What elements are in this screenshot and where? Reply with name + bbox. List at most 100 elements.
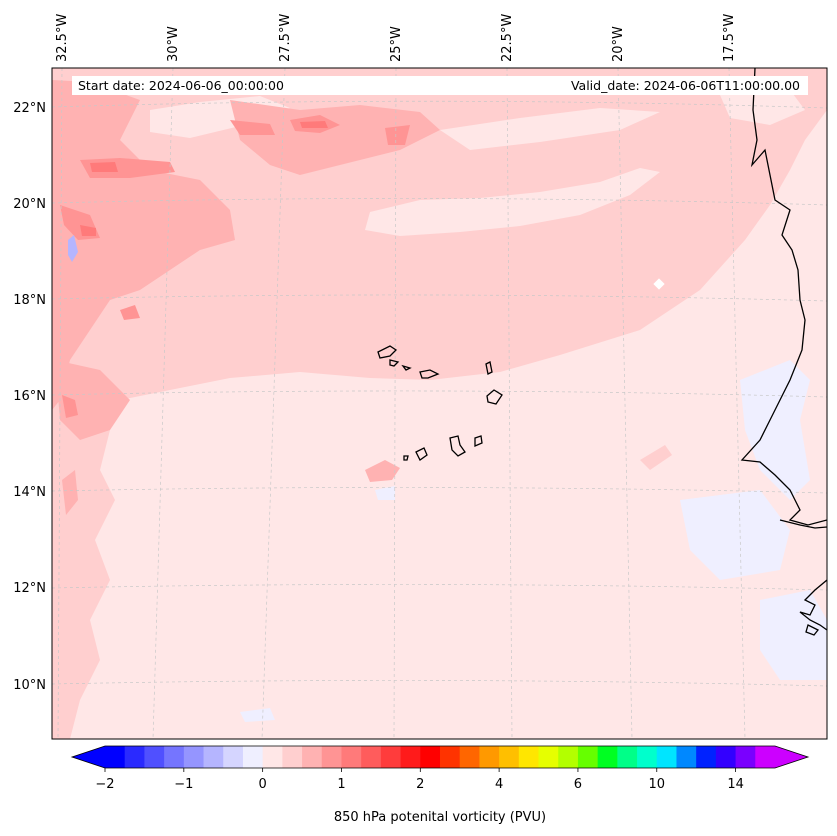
colorbar-tick-label: 14 bbox=[727, 777, 744, 792]
colorbar-swatch bbox=[164, 746, 185, 768]
pv-contour-light-band-3 bbox=[440, 108, 660, 150]
colorbar-swatch bbox=[242, 746, 264, 768]
pv-contour-negative-southeast-2 bbox=[760, 590, 827, 680]
lat-label-10n: 10°N bbox=[13, 678, 46, 693]
colorbar-swatch bbox=[282, 746, 303, 768]
lon-label-25w: 25°W bbox=[389, 26, 404, 62]
colorbar-tick-label: −1 bbox=[174, 777, 193, 792]
start-date-label: Start date: 2024-06-06_00:00:00 bbox=[78, 78, 284, 93]
pv-contour-1.0-streak-d bbox=[385, 125, 410, 145]
pv-contour-1.0-west-b bbox=[62, 395, 78, 418]
colorbar-swatch bbox=[459, 746, 481, 768]
gambia-coastline bbox=[779, 519, 827, 529]
lon-label-17.5w: 17.5°W bbox=[722, 14, 737, 62]
cape-verde-islands bbox=[377, 345, 503, 461]
colorbar-extend-low bbox=[72, 746, 105, 768]
longitude-labels: 32.5°W 30°W 27.5°W 25°W 22.5°W 20°W 17.5… bbox=[55, 14, 737, 62]
map-frame bbox=[51, 67, 828, 740]
pv-contour-1.5-core-c bbox=[80, 225, 96, 236]
colorbar-swatch bbox=[124, 746, 146, 768]
pv-contour-light-band bbox=[365, 168, 660, 236]
pv-contour-0.5-east-blob bbox=[640, 445, 672, 470]
island-maio bbox=[474, 435, 483, 447]
lat-label-12n: 12°N bbox=[13, 581, 46, 596]
colorbar-swatch bbox=[361, 746, 382, 768]
latitude-labels: 22°N 20°N 18°N 16°N 14°N 12°N 10°N bbox=[13, 101, 46, 693]
colorbar-swatch bbox=[696, 746, 717, 768]
pv-contour-0.5-west-blob-2 bbox=[62, 470, 78, 515]
lat-label-14n: 14°N bbox=[13, 485, 46, 500]
colorbar-swatch bbox=[183, 746, 205, 768]
colorbar-tick-label: 2 bbox=[416, 777, 424, 792]
lat-label-22n: 22°N bbox=[13, 101, 46, 116]
lon-label-32.5w: 32.5°W bbox=[55, 14, 70, 62]
island-boa-vista bbox=[486, 389, 503, 405]
lon-label-22.5w: 22.5°W bbox=[500, 14, 515, 62]
valid-date-label: Valid_date: 2024-06-06T11:00:00.00 bbox=[571, 78, 800, 93]
lat-label-16n: 16°N bbox=[13, 389, 46, 404]
colorbar-swatches bbox=[105, 746, 776, 768]
colorbar-swatch bbox=[597, 746, 618, 768]
guinea-bissau-island bbox=[805, 624, 820, 636]
island-brava bbox=[403, 455, 409, 461]
pv-contour-negative-south bbox=[240, 708, 275, 722]
colorbar-ticks: −2 −1 0 1 2 4 6 10 14 bbox=[95, 768, 744, 792]
colorbar-swatch bbox=[518, 746, 540, 768]
island-sao-nicolau bbox=[419, 369, 440, 379]
colorbar-swatch bbox=[380, 746, 402, 768]
island-santiago bbox=[449, 435, 466, 457]
colorbar-swatch bbox=[637, 746, 658, 768]
colorbar-swatch bbox=[321, 746, 343, 768]
colorbar-swatch bbox=[755, 746, 776, 768]
colorbar-swatch bbox=[715, 746, 737, 768]
pv-small-white-patch bbox=[653, 278, 665, 290]
info-box bbox=[72, 76, 808, 95]
island-sal bbox=[485, 361, 493, 375]
colorbar-swatch bbox=[262, 746, 283, 768]
guinea-bissau-coastline bbox=[799, 579, 827, 631]
colorbar-swatch bbox=[617, 746, 638, 768]
colorbar-tick-label: 1 bbox=[337, 777, 345, 792]
pv-contour-0.5-north-streak bbox=[230, 100, 440, 175]
colorbar-swatch bbox=[735, 746, 756, 768]
pv-contour-1.0-mid bbox=[120, 305, 140, 320]
pv-contour-negative-east bbox=[740, 360, 810, 500]
colorbar-swatch bbox=[499, 746, 520, 768]
colorbar-tick-label: 4 bbox=[495, 777, 503, 792]
colorbar-swatch bbox=[558, 746, 579, 768]
lat-label-18n: 18°N bbox=[13, 293, 46, 308]
pv-contour-negative-center bbox=[375, 486, 395, 500]
colorbar-tick-label: 6 bbox=[574, 777, 582, 792]
pv-contour-1.0-streak-b bbox=[230, 120, 275, 135]
lon-label-20w: 20°W bbox=[611, 26, 626, 62]
graticule bbox=[52, 68, 827, 739]
pv-contour-negative-southeast bbox=[680, 490, 790, 580]
colorbar-swatch bbox=[676, 746, 697, 768]
colorbar-swatch bbox=[105, 746, 126, 768]
lon-label-30w: 30°W bbox=[166, 26, 181, 62]
lat-label-20n: 20°N bbox=[13, 197, 46, 212]
colorbar-swatch bbox=[203, 746, 224, 768]
colorbar-swatch bbox=[420, 746, 441, 768]
west-africa-coastline bbox=[740, 68, 827, 526]
island-fogo bbox=[415, 447, 428, 461]
island-santa-luzia bbox=[401, 364, 412, 371]
colorbar-swatch bbox=[302, 746, 323, 768]
colorbar: −2 −1 0 1 2 4 6 10 14 850 hPa potenital vorticit… bbox=[70, 745, 810, 825]
colorbar-swatch bbox=[538, 746, 559, 768]
island-santo-antao bbox=[377, 345, 398, 359]
colorbar-label: 850 hPa potenital vorticity (PVU) bbox=[334, 810, 546, 825]
colorbar-swatch bbox=[577, 746, 599, 768]
pv-contour-0.5-southern-blob bbox=[365, 460, 400, 482]
colorbar-swatch bbox=[144, 746, 165, 768]
map-panel bbox=[52, 68, 827, 739]
pv-contour-light-band-4 bbox=[720, 90, 805, 125]
pv-contour-0.5-west-lobe bbox=[55, 360, 130, 440]
colorbar-swatch bbox=[223, 746, 244, 768]
colorbar-swatch bbox=[440, 746, 461, 768]
colorbar-swatch bbox=[656, 746, 678, 768]
pv-contour-0.25-north bbox=[52, 68, 827, 420]
colorbar-swatch bbox=[341, 746, 362, 768]
pv-contour-1.5-core-a bbox=[90, 162, 118, 172]
lon-label-27.5w: 27.5°W bbox=[278, 14, 293, 62]
